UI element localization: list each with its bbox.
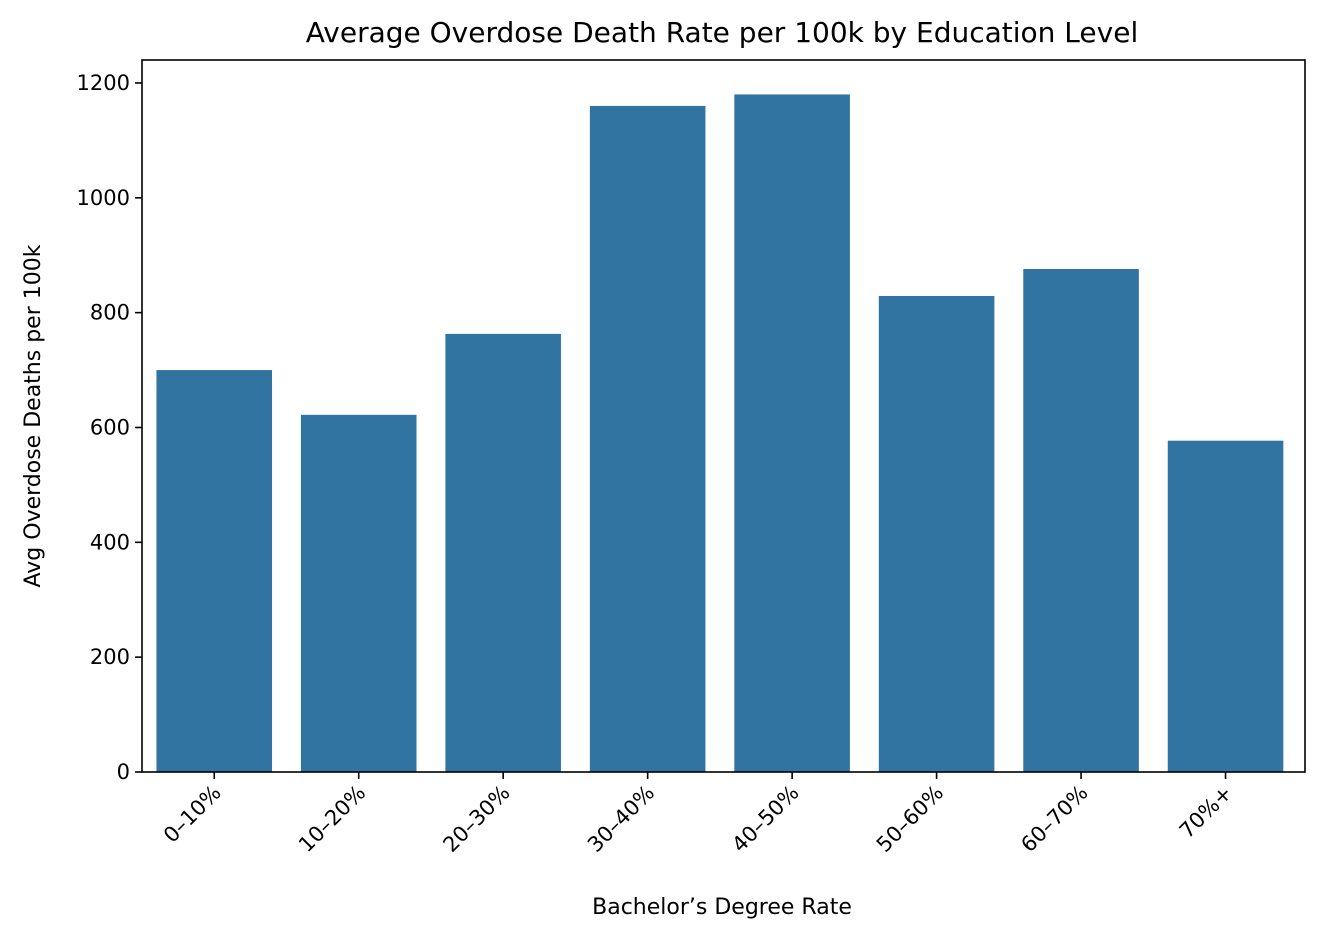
bar-30–40%: [589, 105, 706, 772]
x-axis-label: Bachelor’s Degree Rate: [592, 895, 852, 920]
y-tick-label: 1200: [77, 71, 130, 95]
x-tick-label: 50–60%: [872, 781, 948, 857]
x-tick-label: 10–20%: [294, 781, 370, 857]
y-tick-label: 400: [90, 530, 130, 554]
x-tick-label: 70%+: [1175, 781, 1237, 843]
bar-70%+: [1167, 440, 1284, 772]
x-tick-label: 20–30%: [438, 781, 514, 857]
bar-50–60%: [878, 295, 995, 772]
y-tick-label: 1000: [77, 186, 130, 210]
y-axis-ticks: 0 200 400 600 800 1000 1200: [77, 71, 142, 784]
bar-40–50%: [734, 94, 850, 773]
x-axis-ticks: 0–10% 10–20% 20–30% 30–40% 40–50% 50–60% 60–70…: [159, 772, 1237, 857]
y-tick-label: 800: [90, 301, 130, 325]
y-axis-label: Avg Overdose Deaths per 100k: [21, 244, 46, 587]
x-tick-label: 60–70%: [1016, 781, 1092, 857]
x-tick-label: 0–10%: [159, 781, 226, 848]
bar-10–20%: [300, 414, 417, 772]
bars-layer: [156, 94, 1284, 773]
bar-0–10%: [156, 370, 273, 772]
y-tick-label: 0: [117, 760, 130, 784]
y-tick-label: 600: [90, 415, 130, 439]
x-tick-label: 40–50%: [727, 781, 803, 857]
chart-title: Average Overdose Death Rate per 100k by …: [306, 16, 1138, 49]
bar-20–30%: [445, 333, 561, 772]
plot-frame: [141, 59, 1306, 773]
x-tick-label: 30–40%: [583, 781, 659, 857]
bar-60–70%: [1023, 269, 1139, 772]
y-tick-label: 200: [90, 645, 130, 669]
